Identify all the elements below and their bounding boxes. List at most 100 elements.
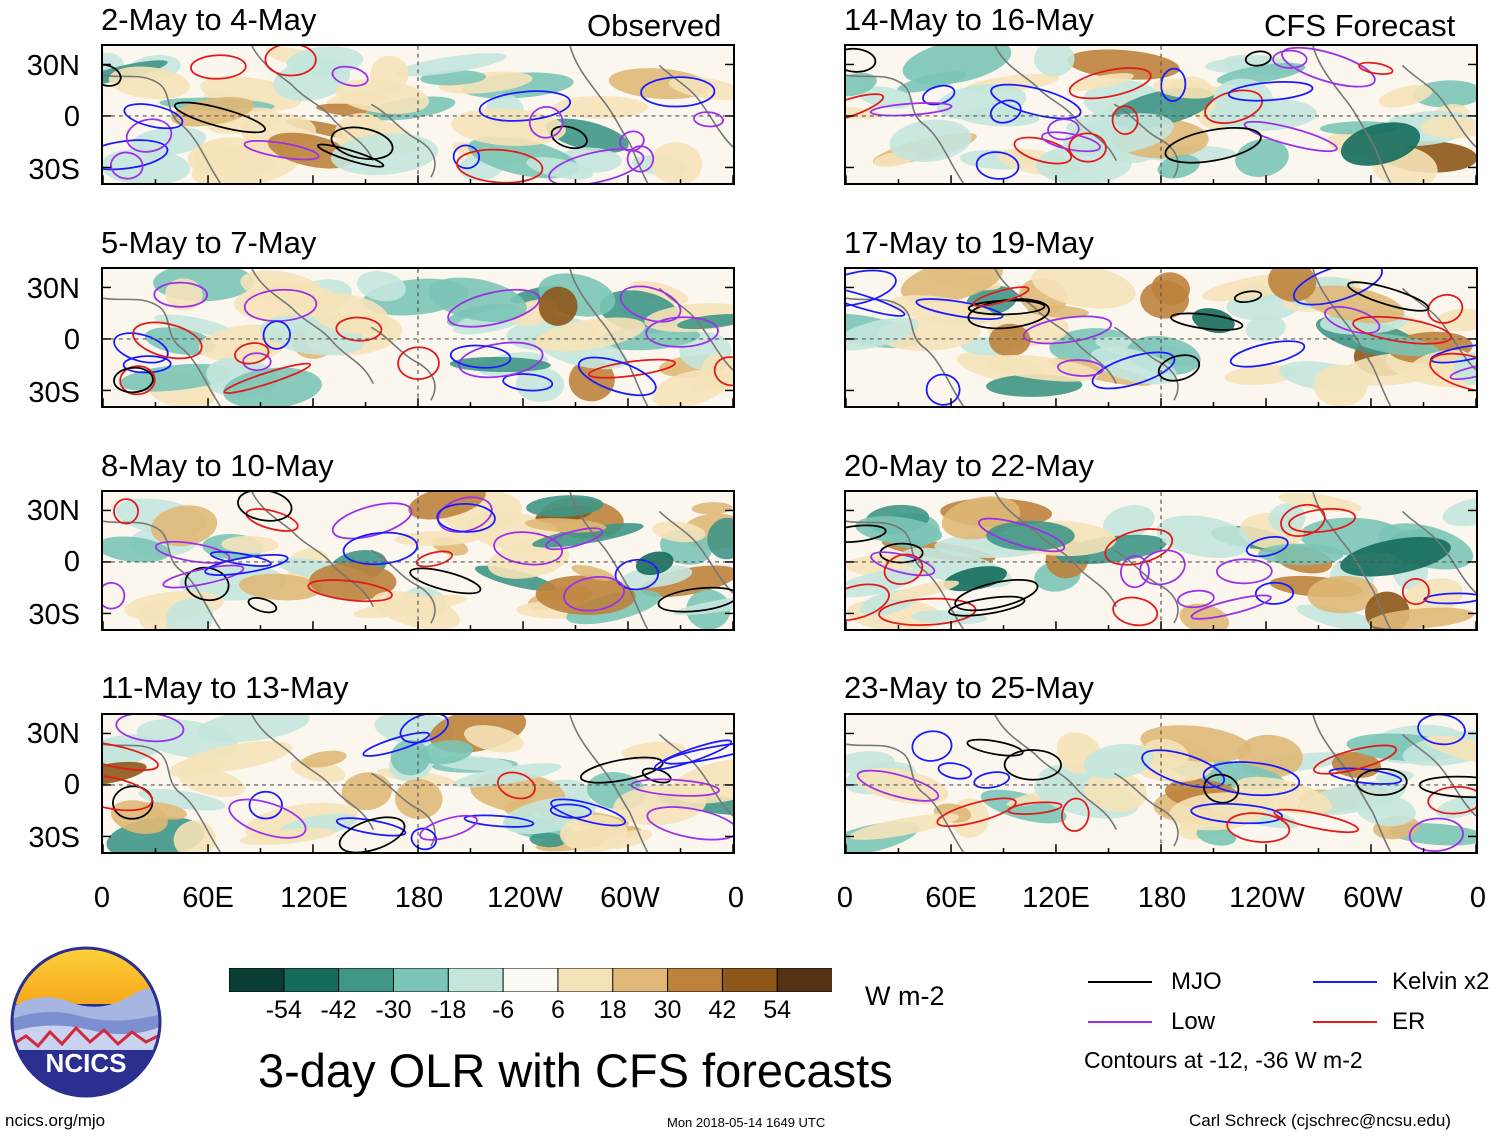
anomaly-blob bbox=[1066, 49, 1180, 80]
contour-line bbox=[1355, 768, 1408, 796]
colorbar bbox=[228, 967, 833, 993]
panel-title: 14-May to 16-May bbox=[844, 2, 1094, 37]
contour-note: Contours at -12, -36 W m-2 bbox=[1084, 1047, 1363, 1073]
contour-line bbox=[528, 106, 564, 139]
contour-line bbox=[545, 527, 604, 551]
anomaly-blob bbox=[1090, 346, 1177, 385]
contour-line bbox=[436, 502, 496, 533]
contour-line bbox=[1233, 290, 1263, 303]
contour-line bbox=[103, 582, 126, 610]
lon-label: 60E bbox=[925, 882, 977, 914]
lon-label: 0 bbox=[1469, 882, 1487, 914]
anomaly-blob bbox=[103, 536, 170, 563]
footer-timestamp: Mon 2018-05-14 1649 UTC bbox=[667, 1115, 826, 1130]
anomaly-blob bbox=[538, 286, 578, 326]
colorbar-swatch bbox=[283, 967, 340, 993]
coastline bbox=[1113, 772, 1179, 847]
anomaly-blob bbox=[1378, 84, 1433, 108]
panel-title: 5-May to 7-May bbox=[101, 225, 317, 260]
contour-line bbox=[856, 769, 940, 802]
anomaly-blob bbox=[178, 767, 245, 798]
coastline bbox=[658, 733, 733, 817]
contour-line bbox=[338, 816, 406, 852]
anomaly-blob bbox=[529, 832, 566, 848]
legend-line-kelvin bbox=[1313, 981, 1377, 983]
anomaly-blob bbox=[464, 725, 524, 753]
contour-line bbox=[1352, 315, 1452, 345]
contour-line bbox=[456, 148, 544, 183]
contour-line bbox=[911, 730, 953, 762]
contour-line bbox=[948, 595, 1026, 617]
contour-line bbox=[1227, 81, 1314, 102]
contour-line bbox=[846, 93, 885, 125]
contour-line bbox=[657, 586, 733, 613]
anomaly-blob bbox=[846, 569, 919, 598]
contour-line bbox=[1190, 594, 1272, 620]
contour-line bbox=[846, 583, 890, 622]
contour-line bbox=[1280, 503, 1326, 537]
colorbar-label: -42 bbox=[320, 996, 357, 1024]
anomaly-blob bbox=[453, 763, 562, 788]
anomaly-blob bbox=[911, 610, 988, 625]
contour-line bbox=[103, 741, 159, 771]
contour-line bbox=[264, 46, 317, 77]
contour-line bbox=[846, 285, 906, 317]
colorbar-label: -54 bbox=[265, 996, 302, 1024]
contour-line bbox=[1449, 363, 1476, 381]
lat-label-0: 0 bbox=[63, 101, 80, 133]
contour-line bbox=[1401, 577, 1430, 606]
lon-label: 120W bbox=[487, 882, 563, 914]
contour-line bbox=[563, 576, 626, 612]
anomaly-blob bbox=[1368, 607, 1475, 629]
contour-line bbox=[614, 558, 660, 591]
lat-label-30n: 30N bbox=[26, 718, 80, 750]
contour-line bbox=[1358, 61, 1394, 75]
colorbar-swatches bbox=[228, 967, 833, 993]
anomaly-blob bbox=[1142, 739, 1189, 769]
anomaly-blob bbox=[1356, 794, 1416, 827]
legend-label-kelvin: Kelvin x2 bbox=[1392, 968, 1490, 995]
coastline bbox=[103, 297, 221, 406]
contour-line bbox=[190, 54, 247, 80]
contour-line bbox=[331, 65, 369, 87]
anomaly-blob bbox=[1196, 825, 1237, 846]
anomaly-blob bbox=[395, 779, 443, 820]
contour-line bbox=[846, 269, 897, 307]
anomaly-blob bbox=[902, 46, 1012, 85]
anomaly-blob bbox=[1436, 795, 1476, 819]
coastline bbox=[103, 74, 221, 183]
contour-line bbox=[1170, 312, 1244, 331]
anomaly-blob bbox=[103, 761, 147, 786]
contour-line bbox=[550, 125, 588, 150]
anomaly-blob bbox=[1084, 771, 1147, 812]
contour-line bbox=[1022, 315, 1113, 345]
contour-line bbox=[645, 316, 719, 348]
map-graphic bbox=[103, 715, 733, 852]
colorbar-label: 6 bbox=[550, 996, 565, 1024]
lat-label-0: 0 bbox=[63, 769, 80, 801]
contour-line bbox=[1243, 120, 1338, 153]
colorbar-label: -18 bbox=[430, 996, 467, 1024]
anomaly-blob bbox=[1268, 269, 1317, 302]
anomaly-blob bbox=[888, 580, 960, 600]
anomaly-blob bbox=[165, 278, 203, 311]
olr-map-panel bbox=[844, 267, 1478, 408]
anomaly-blob bbox=[1307, 575, 1379, 614]
anomaly-blob bbox=[335, 79, 430, 114]
anomaly-blob bbox=[239, 827, 335, 845]
colorbar-swatch bbox=[228, 967, 285, 993]
olr-map-panel bbox=[101, 713, 735, 854]
panel-title: 8-May to 10-May bbox=[101, 448, 334, 483]
contour-line bbox=[883, 553, 924, 585]
contour-line bbox=[335, 817, 407, 837]
coastline bbox=[658, 510, 733, 594]
footer-url[interactable]: ncics.org/mjo bbox=[5, 1111, 106, 1130]
contour-line bbox=[1328, 767, 1403, 785]
anomaly-blob bbox=[1420, 116, 1476, 139]
coastline bbox=[569, 715, 649, 852]
panel-title: 17-May to 19-May bbox=[844, 225, 1094, 260]
legend-label-low: Low bbox=[1171, 1008, 1216, 1035]
contour-line bbox=[502, 373, 554, 392]
coastline bbox=[994, 46, 1118, 161]
contour-line bbox=[463, 814, 535, 828]
